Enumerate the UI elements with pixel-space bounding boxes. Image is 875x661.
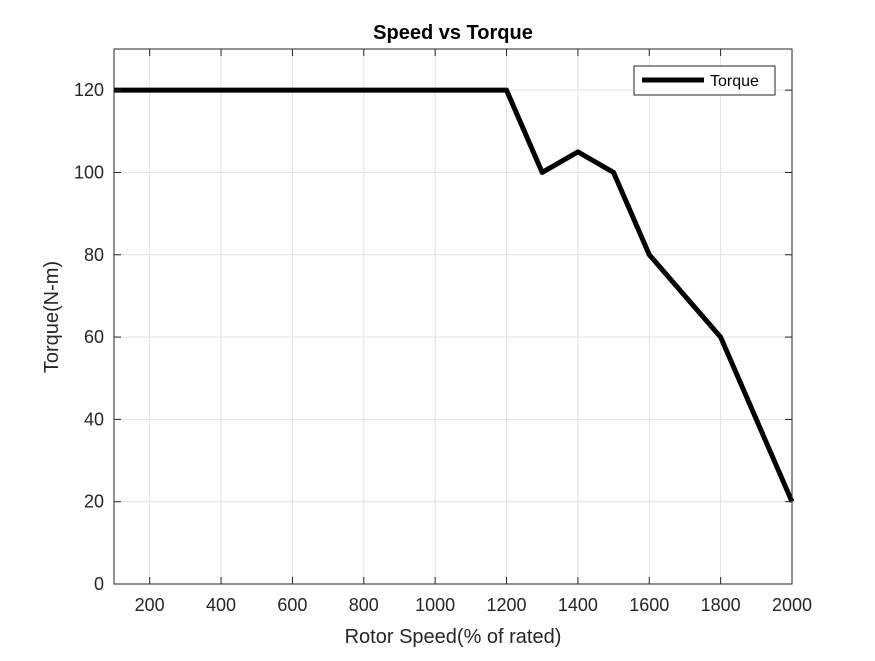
y-tick-label: 80: [84, 245, 104, 265]
plot-frame: [113, 48, 793, 585]
x-tick-label: 1200: [487, 595, 527, 615]
y-tick-label: 100: [74, 162, 104, 182]
y-tick-label: 0: [94, 574, 104, 594]
x-axis-label: Rotor Speed(% of rated): [345, 626, 562, 648]
legend-label-torque: Torque: [710, 73, 759, 90]
series-line-torque: [114, 87, 795, 503]
y-tick-labels: 0 20 40 60 80 100 120: [74, 80, 104, 594]
x-tick-label: 1400: [558, 595, 598, 615]
tick-marks: [114, 49, 793, 585]
x-tick-label: 400: [206, 595, 236, 615]
y-tick-label: 40: [84, 409, 104, 429]
y-axis-label: Torque(N-m): [41, 261, 63, 373]
y-tick-label: 60: [84, 327, 104, 347]
chart-title: Speed vs Torque: [373, 22, 533, 44]
x-tick-label: 1000: [415, 595, 455, 615]
x-tick-label: 2000: [772, 595, 812, 615]
x-tick-label: 800: [349, 595, 379, 615]
x-tick-labels: 200 400 600 800 1000 1200 1400 1600 1800 2000: [135, 595, 812, 615]
y-tick-label: 120: [74, 80, 104, 100]
x-tick-label: 1600: [629, 595, 669, 615]
legend: Torque: [633, 65, 776, 96]
x-tick-label: 200: [135, 595, 165, 615]
x-tick-label: 1800: [701, 595, 741, 615]
y-tick-label: 20: [84, 492, 104, 512]
x-tick-label: 600: [277, 595, 307, 615]
series-layer: [114, 87, 795, 503]
